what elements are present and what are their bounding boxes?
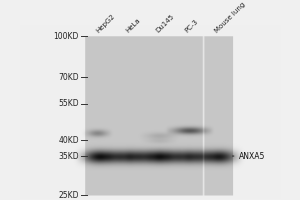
Text: 70KD: 70KD — [58, 73, 79, 82]
Text: PC-3: PC-3 — [184, 18, 200, 34]
Text: 100KD: 100KD — [53, 32, 79, 41]
Text: Du145: Du145 — [154, 13, 175, 34]
Text: 35KD: 35KD — [58, 152, 79, 161]
Text: 55KD: 55KD — [58, 99, 79, 108]
Text: ANXA5: ANXA5 — [232, 152, 266, 161]
Text: HepG2: HepG2 — [95, 13, 116, 34]
Text: 40KD: 40KD — [58, 136, 79, 145]
Text: Mouse lung: Mouse lung — [214, 1, 246, 34]
Text: 25KD: 25KD — [58, 191, 79, 200]
Text: HeLa: HeLa — [125, 17, 142, 34]
